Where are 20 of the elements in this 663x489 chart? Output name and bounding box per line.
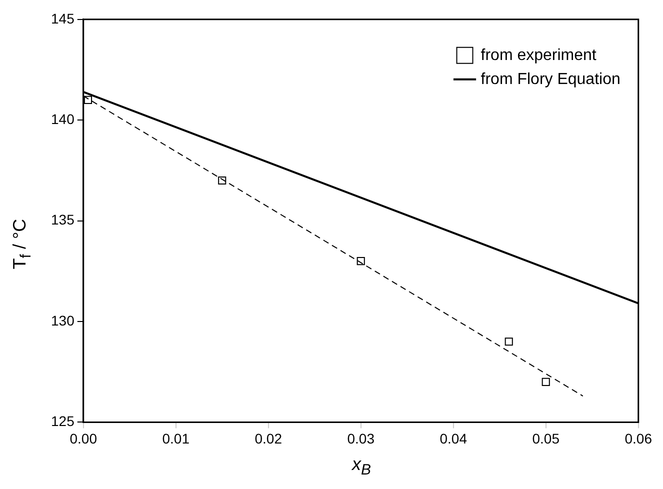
x-tick-label: 0.03	[347, 430, 375, 446]
x-tick-label: 0.05	[532, 430, 560, 446]
x-tick-label: 0.06	[624, 430, 652, 446]
point	[218, 176, 226, 185]
point	[84, 96, 92, 104]
y-tick-label: 140	[51, 110, 75, 127]
x-tick-label: 0.01	[162, 430, 190, 446]
point	[542, 378, 550, 386]
point	[356, 257, 365, 266]
x-axis-title: x$_{B}$	[350, 454, 372, 479]
y-tick-label: 130	[51, 312, 75, 328]
y-tick-label: 135	[51, 212, 75, 228]
legend-label: from Flory Equation	[480, 70, 620, 88]
y-tick-label: 125	[51, 413, 75, 430]
x-tick-label: 0.04	[440, 430, 468, 446]
point	[504, 338, 513, 346]
y-tick-label: 145	[51, 10, 75, 26]
x-tick-label: 0.00	[70, 430, 98, 446]
legend-label: from experiment	[480, 46, 597, 64]
x-tick-label: 0.02	[254, 430, 282, 446]
